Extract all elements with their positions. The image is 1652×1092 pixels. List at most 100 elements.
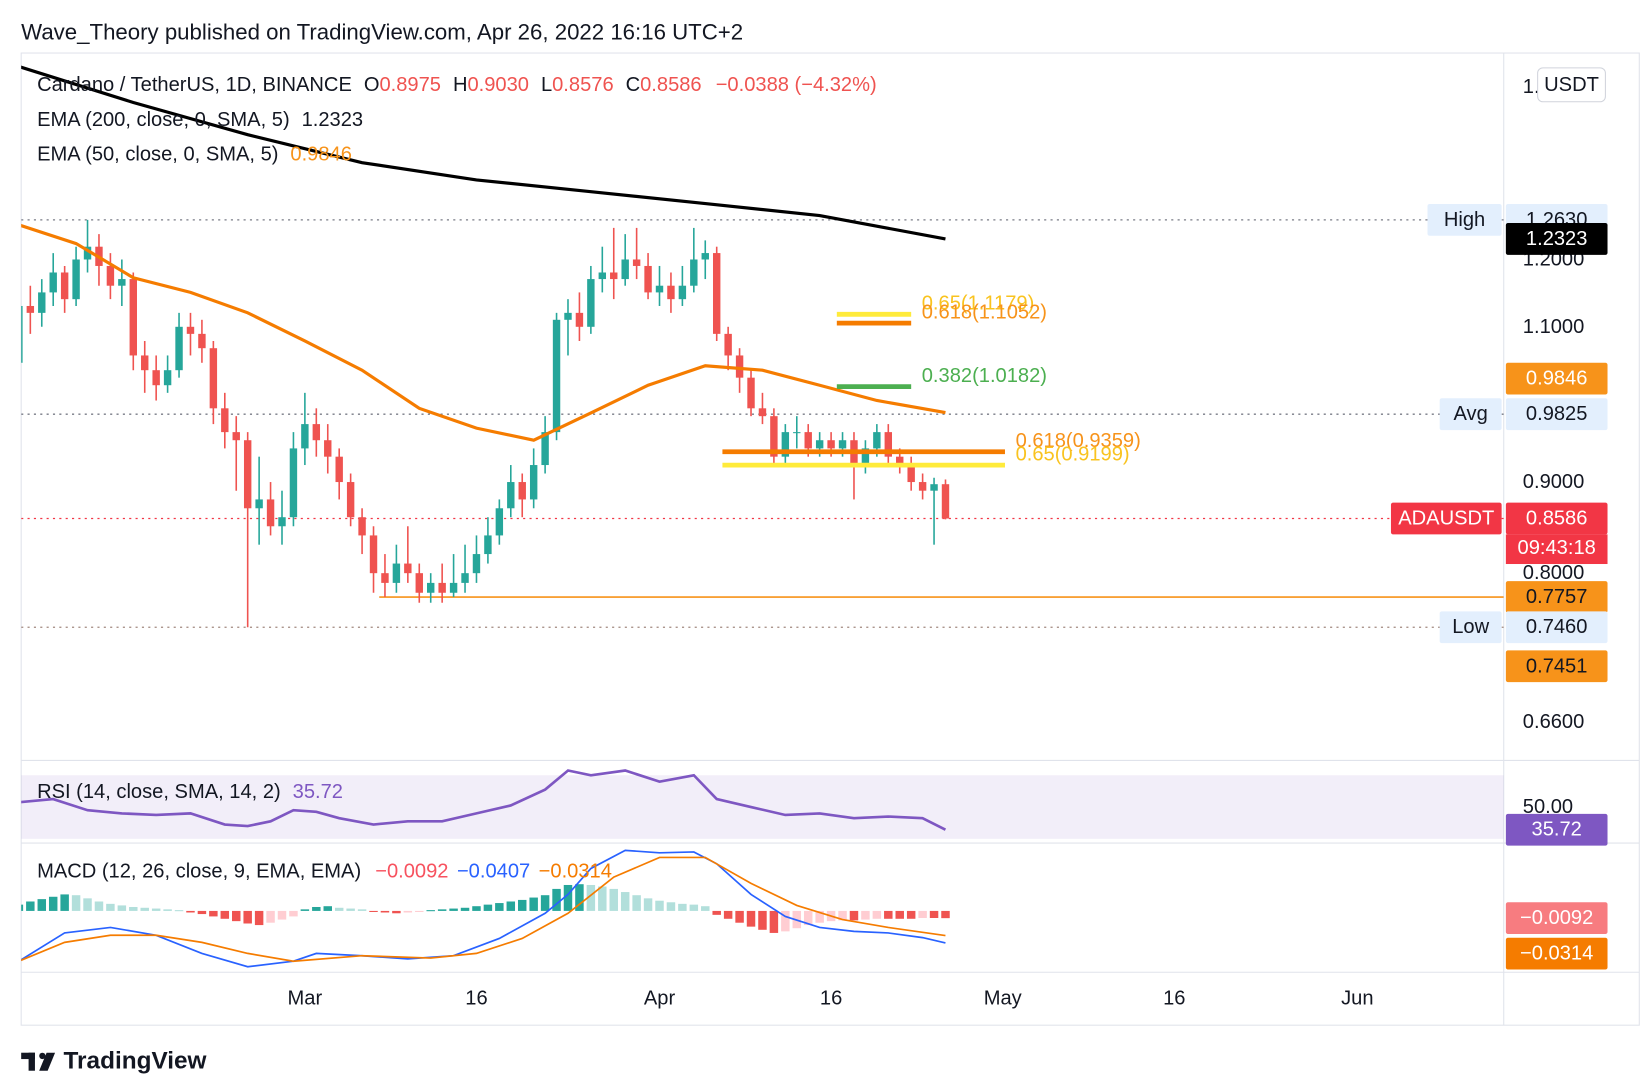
macd-histogram-bar	[495, 903, 504, 911]
ohlc-value: 0.8975	[379, 74, 441, 96]
indicator-value: −0.0092	[375, 861, 448, 883]
ohlc-key: O	[364, 74, 380, 96]
macd-histogram-bar	[71, 895, 81, 911]
candle-body	[735, 355, 744, 378]
logo-part	[28, 1052, 35, 1071]
candle-body	[838, 440, 847, 449]
price-tag	[1505, 937, 1608, 970]
ema50-line	[21, 223, 946, 442]
macd-histogram-bar	[83, 898, 92, 911]
candle-body	[701, 253, 709, 260]
candle-body	[896, 456, 904, 466]
candle-body	[129, 279, 137, 356]
macd-histogram-bar	[872, 910, 882, 919]
chart-frame	[20, 52, 1640, 1026]
candle-body	[873, 432, 881, 449]
rsi-pane	[21, 769, 1504, 839]
macd-histogram-bar	[723, 910, 733, 919]
main-pane: 0.65(1.1179)0.618(1.1052) 0.382(1.0182) 0.…	[21, 65, 1504, 628]
logo-part	[39, 1052, 56, 1071]
macd-histogram-bar	[609, 888, 618, 911]
candle-body	[301, 424, 309, 449]
price-tag-name-box	[1439, 398, 1502, 431]
macd-histogram-bar	[849, 910, 859, 921]
y-tick-label: 0.6600	[1523, 711, 1585, 733]
ema200-legend: EMA (200, close, 0, SMA, 5) 1.2323	[37, 109, 363, 131]
macd-histogram-bar	[94, 901, 104, 911]
ohlc-key: H	[453, 74, 468, 96]
logo-part	[39, 1052, 46, 1060]
candle-body	[118, 279, 126, 286]
candle-body	[747, 377, 755, 409]
candle-body	[83, 246, 92, 260]
candle-body	[221, 408, 229, 433]
candle-body	[186, 326, 195, 334]
brand-logo	[21, 1052, 56, 1071]
ohlc-key: C	[626, 74, 641, 96]
macd-histogram-bar	[140, 907, 149, 911]
change: −0.0388 (−4.32%)	[716, 74, 877, 96]
ohlc-value: 0.8576	[552, 74, 614, 96]
indicator-value: 35.72	[293, 781, 343, 803]
candle-body	[49, 272, 57, 293]
symbol-legend: Cardano / TetherUS, 1D, BINANCE O0.8975 …	[37, 74, 877, 96]
candle-body	[438, 582, 446, 593]
currency-button[interactable]	[1537, 67, 1606, 103]
candle-body	[804, 432, 812, 449]
indicator-value: 1.2323	[302, 109, 364, 131]
candle-body	[918, 482, 927, 491]
candle-body	[243, 440, 252, 509]
macd-histogram-bar	[906, 910, 916, 919]
price-tag-label: 35.72	[1532, 819, 1582, 841]
macd-histogram-bar	[415, 910, 424, 912]
macd-histogram-bar	[655, 900, 664, 911]
ohlc-key: L	[541, 74, 552, 96]
macd-histogram-bar	[689, 904, 699, 911]
ema200-line	[21, 65, 946, 241]
macd-histogram-bar	[346, 908, 355, 911]
macd-histogram-bar	[815, 910, 824, 923]
macd-histogram-bar	[746, 910, 756, 927]
macd-histogram-bar	[895, 910, 904, 919]
macd-histogram-bar	[26, 901, 35, 911]
macd-histogram-bar	[289, 910, 298, 917]
macd-histogram-bar	[586, 884, 596, 911]
y-tick-label: 0.9000	[1523, 471, 1585, 493]
candle-body	[141, 355, 149, 371]
macd-histogram-bar	[60, 894, 69, 911]
candle-body	[884, 432, 893, 457]
x-tick-label: 16	[820, 988, 842, 1010]
macd-histogram-bar	[884, 910, 893, 919]
macd-histogram-bar	[437, 909, 447, 911]
candle-body	[632, 259, 641, 266]
candle-body	[930, 484, 938, 491]
candle-body	[678, 285, 687, 300]
candle-body	[346, 482, 355, 518]
candle-body	[266, 499, 275, 527]
x-tick-label: 16	[1163, 988, 1185, 1010]
candle-body	[381, 573, 389, 583]
price-tag-label: 0.8586	[1526, 507, 1588, 529]
candle-body	[198, 333, 206, 349]
countdown: 09:43:18	[1518, 537, 1596, 559]
price-tag-label: −0.0314	[1520, 943, 1593, 965]
macd-histogram-bar	[380, 910, 390, 913]
x-tick-label: Mar	[288, 988, 323, 1010]
macd-histogram-bar	[106, 903, 115, 911]
candle-body	[541, 432, 549, 466]
candle-body	[335, 456, 343, 483]
macd-histogram-bar	[117, 905, 127, 911]
macd-legend: MACD (12, 26, close, 9, EMA, EMA) −0.009…	[37, 861, 612, 883]
candle-body	[324, 440, 332, 457]
ema50-legend: EMA (50, close, 0, SMA, 5) 0.9846	[37, 144, 352, 166]
candle-body	[495, 508, 504, 536]
macd-histogram-bar	[426, 910, 435, 912]
candle-body	[587, 279, 595, 327]
currency-label: USDT	[1544, 74, 1599, 96]
candle-body	[152, 370, 160, 386]
macd-histogram-bar	[151, 908, 161, 911]
macd-histogram-bar	[186, 910, 195, 913]
candle-body	[552, 319, 561, 433]
macd-histogram-bar	[701, 906, 710, 911]
